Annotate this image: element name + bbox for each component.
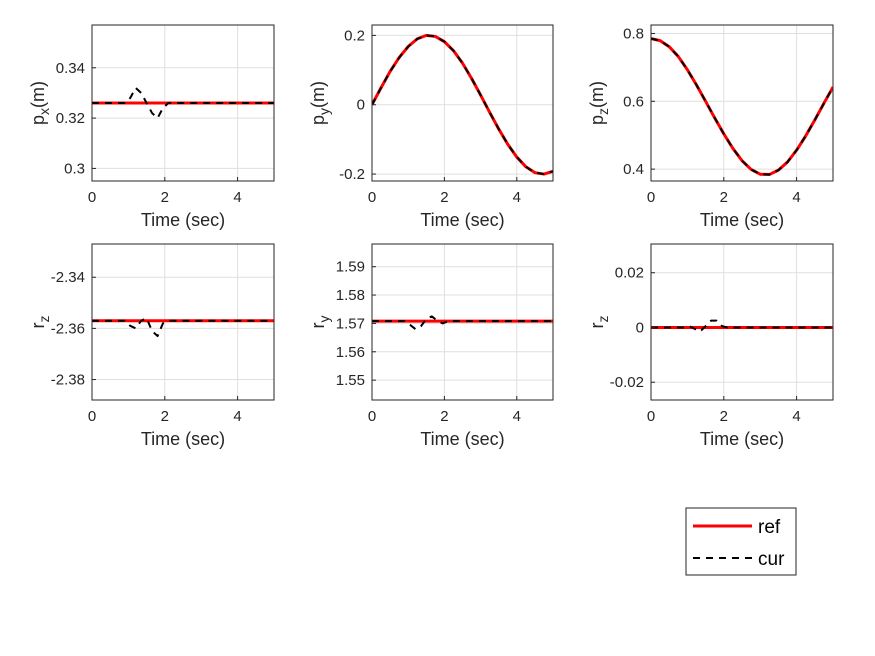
y-tick-label: 1.55	[336, 372, 365, 389]
x-tick-label: 4	[792, 408, 800, 425]
series-ref-line	[372, 33, 553, 176]
x-tick-label: 0	[647, 189, 655, 206]
y-tick-label: 0.32	[56, 110, 85, 127]
axes-box	[91, 243, 275, 401]
y-axis-label-sub: z	[595, 316, 611, 323]
y-axis-label-main: p	[28, 115, 48, 125]
x-tick-label: 0	[368, 189, 376, 206]
y-tick-label: -0.2	[339, 166, 365, 183]
x-tick-label: 2	[720, 189, 728, 206]
y-axis-label: px(m)	[28, 81, 52, 125]
axes-box	[650, 24, 834, 182]
plot-area	[372, 25, 553, 181]
x-tick-label: 2	[720, 408, 728, 425]
x-tick-label: 2	[440, 408, 448, 425]
y-tick-label: 0	[357, 97, 365, 114]
y-tick-label: -2.38	[51, 372, 85, 389]
y-tick-label: 0.2	[344, 27, 365, 44]
x-tick-label: 0	[88, 189, 96, 206]
y-tick-label: 1.57	[336, 315, 365, 332]
x-axis-label: Time (sec)	[420, 429, 504, 449]
subplot-4: 0 2 4 -2.38 -2.36 -2.34 Time (sec) rz	[28, 243, 275, 449]
y-axis-label: py(m)	[308, 81, 332, 125]
x-axis-label: Time (sec)	[700, 429, 784, 449]
y-axis-label-main: p	[587, 115, 607, 125]
y-axis-label-sub: x	[36, 108, 52, 115]
plot-area	[651, 25, 833, 181]
y-axis-label-main: r	[28, 323, 48, 329]
y-axis-label-sub: y	[316, 316, 332, 323]
y-axis-label-unit: (m)	[308, 81, 328, 108]
y-tick-label: 1.59	[336, 259, 365, 276]
y-tick-label: 1.58	[336, 287, 365, 304]
y-tick-label: 1.56	[336, 344, 365, 361]
x-tick-label: 2	[440, 189, 448, 206]
legend-ref-label: ref	[758, 517, 781, 538]
y-axis-label-sub: z	[36, 316, 52, 323]
axes-box	[371, 24, 554, 182]
x-tick-label: 0	[88, 408, 96, 425]
series-group	[372, 315, 553, 331]
x-axis-label: Time (sec)	[141, 210, 225, 230]
axes-box	[91, 24, 275, 182]
y-tick-label: 0.34	[56, 60, 85, 77]
legend: ref cur	[685, 507, 797, 576]
series-group	[372, 33, 553, 176]
series-group	[651, 319, 833, 333]
series-cur-line	[372, 315, 553, 331]
y-tick-label: 0.3	[64, 160, 85, 177]
y-tick-label: 0.6	[623, 93, 644, 110]
y-axis-label-sub: z	[595, 108, 611, 115]
x-tick-label: 0	[368, 408, 376, 425]
y-tick-label: -0.02	[610, 374, 644, 391]
y-tick-label: 0	[636, 319, 644, 336]
x-tick-label: 4	[513, 189, 521, 206]
subplot-5: 0 2 4 1.55 1.56 1.57 1.58 1.59 Time (sec) ry	[308, 243, 554, 449]
y-axis-label: rz	[28, 316, 52, 329]
y-axis-label-main: r	[308, 323, 328, 329]
x-tick-label: 4	[792, 189, 800, 206]
x-tick-label: 0	[647, 408, 655, 425]
x-axis-label: Time (sec)	[700, 210, 784, 230]
plot-area	[651, 244, 833, 400]
series-group	[92, 317, 274, 338]
y-tick-label: -2.34	[51, 269, 85, 286]
axes-box	[650, 243, 834, 401]
series-cur-line	[92, 86, 274, 120]
axes-box	[371, 243, 554, 401]
series-cur-line	[651, 37, 833, 176]
y-axis-label-main: r	[587, 323, 607, 329]
y-axis-label-main: p	[308, 115, 328, 125]
y-tick-label: 0.02	[615, 265, 644, 282]
series-cur-line	[651, 319, 833, 333]
y-axis-label: pz(m)	[587, 81, 611, 125]
x-tick-label: 2	[161, 408, 169, 425]
y-tick-label: 0.4	[623, 161, 644, 178]
y-tick-label: -2.36	[51, 320, 85, 337]
y-axis-label-sub: y	[316, 108, 332, 115]
x-tick-label: 2	[161, 189, 169, 206]
x-axis-label: Time (sec)	[141, 429, 225, 449]
y-axis-label: rz	[587, 316, 611, 329]
y-axis-label-unit: (m)	[587, 81, 607, 108]
x-tick-label: 4	[513, 408, 521, 425]
series-group	[651, 37, 833, 177]
x-axis-label: Time (sec)	[420, 210, 504, 230]
x-tick-label: 4	[233, 189, 241, 206]
x-tick-label: 4	[233, 408, 241, 425]
y-tick-label: 0.8	[623, 25, 644, 42]
y-axis-label: ry	[308, 316, 332, 329]
y-axis-label-unit: (m)	[28, 81, 48, 108]
legend-cur-label: cur	[758, 549, 785, 570]
subplot-3: 0 2 4 0.4 0.6 0.8 Time (sec) pz(m)	[587, 24, 834, 230]
series-group	[92, 86, 274, 120]
legend-box	[685, 507, 797, 576]
subplot-1: 0 2 4 0.3 0.32 0.34 Time (sec) px(m)	[28, 24, 275, 230]
